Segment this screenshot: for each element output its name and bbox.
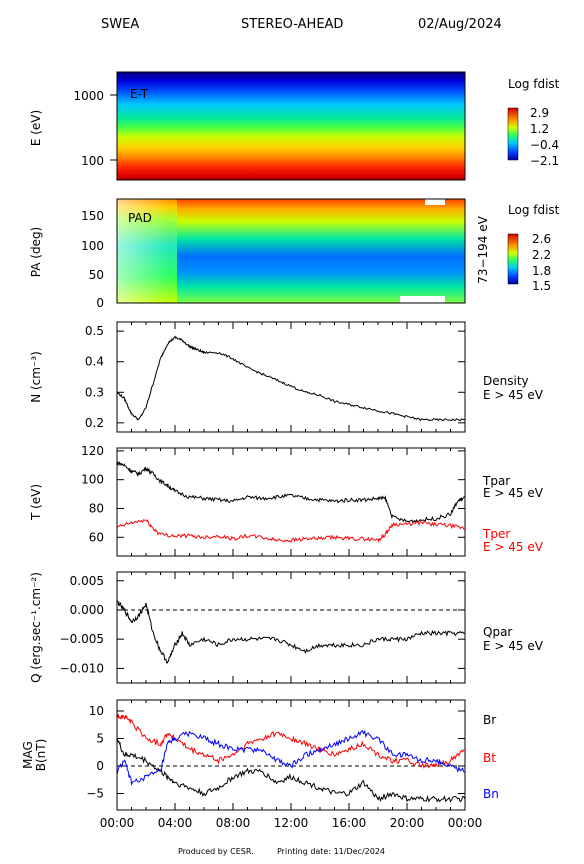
- pad-data-gap: [425, 199, 445, 205]
- magnetic-field-ytick: 0: [96, 759, 104, 773]
- pad-spectrogram-shade: [117, 199, 465, 303]
- heat-flux-ytick: 0.005: [70, 574, 104, 588]
- x-tick-label: 00:00: [448, 816, 483, 830]
- density-ytick: 0.4: [85, 355, 104, 369]
- density-ylabel: N (cm⁻³): [29, 351, 43, 403]
- temperature-frame: [116, 447, 466, 557]
- energy-time-panel: E-T 1000 100 E (eV) Log fdist 2.9 1.2 −0…: [29, 71, 560, 181]
- temperature-ytick: 120: [81, 444, 104, 458]
- legend-tpar-energy: E > 45 eV: [483, 486, 544, 500]
- pad-inset-label: PAD: [128, 211, 152, 225]
- legend-qpar-energy: E > 45 eV: [483, 639, 544, 653]
- heat-flux-ytick: 0.000: [70, 603, 104, 617]
- pad-data-gap: [400, 296, 445, 303]
- temperature-ytick: 100: [81, 473, 104, 487]
- legend-bn: Bn: [483, 787, 499, 801]
- density-frame: [116, 321, 466, 433]
- energy-cbar-tick-0: 2.9: [530, 106, 549, 120]
- heat-flux-ytick: −0.005: [60, 632, 104, 646]
- pad-colorbar: [507, 233, 519, 285]
- energy-ytick-1000: 1000: [73, 89, 104, 103]
- energy-time-spectrogram: [117, 72, 465, 180]
- instrument-title: SWEA: [101, 17, 139, 32]
- pad-energy-range: 73−194 eV: [476, 215, 490, 283]
- magnetic-field-ylabel: MAGB(nT): [21, 739, 48, 772]
- legend-tper-energy: E > 45 eV: [483, 540, 544, 554]
- magnetic-field-panel: 10 5 0 −5 MAGB(nT) Br Bt Bn 00:00 04:00 08:00 12:00…: [21, 699, 499, 830]
- magnetic-field-series-bt: [116, 713, 466, 769]
- pad-ylabel: PA (deg): [29, 227, 43, 277]
- pitch-angle-panel: PAD 150 100 50 0 PA (deg) 73−194 eV Log …: [29, 198, 560, 310]
- date-title: 02/Aug/2024: [418, 17, 502, 32]
- energy-cbar-tick-3: −2.1: [530, 154, 559, 168]
- energy-time-frame: [116, 71, 466, 181]
- x-tick-label: 16:00: [332, 816, 367, 830]
- pad-cbar-tick-2: 1.8: [532, 264, 551, 278]
- x-tick-label: 00:00: [100, 816, 135, 830]
- temperature-series-tper: [116, 519, 466, 544]
- magnetic-field-ytick: 5: [96, 732, 104, 746]
- temperature-ytick: 80: [89, 501, 104, 515]
- footer-credit: Produced by CESR.: [178, 847, 254, 856]
- pad-ytick-100: 100: [81, 239, 104, 253]
- density-ytick: 0.5: [85, 324, 104, 338]
- pad-cbar-tick-3: 1.5: [532, 279, 551, 293]
- energy-ylabel: E (eV): [29, 110, 43, 146]
- heat-flux-panel: 0.005 0.000 −0.005 −0.010 Q (erg.sec⁻¹.cm⁻²)…: [29, 571, 544, 684]
- footer-printing-date: Printing date: 11/Dec/2024: [277, 847, 385, 856]
- legend-density: Density: [483, 374, 529, 388]
- legend-density-energy: E > 45 eV: [483, 388, 544, 402]
- x-tick-label: 08:00: [216, 816, 251, 830]
- energy-cbar-tick-1: 1.2: [530, 122, 549, 136]
- pad-frame: [116, 198, 466, 304]
- x-tick-label: 04:00: [158, 816, 193, 830]
- density-ytick: 0.3: [85, 385, 104, 399]
- energy-colorbar: [507, 107, 519, 161]
- energy-cbar-tick-2: −0.4: [530, 138, 559, 152]
- pad-ytick-150: 150: [81, 209, 104, 223]
- energy-ytick-100: 100: [81, 154, 104, 168]
- pad-ytick-50: 50: [89, 268, 104, 282]
- pad-cbar-tick-1: 2.2: [532, 248, 551, 262]
- heat-flux-frame: [116, 571, 466, 684]
- legend-qpar: Qpar: [483, 625, 512, 639]
- magnetic-field-ytick: 10: [89, 704, 104, 718]
- pad-cbar-tick-0: 2.6: [532, 232, 551, 246]
- magnetic-field-ytick: −5: [86, 787, 104, 801]
- legend-bt: Bt: [483, 751, 496, 765]
- density-ytick: 0.2: [85, 416, 104, 430]
- temperature-ytick: 60: [89, 530, 104, 544]
- magnetic-field-frame: [116, 699, 466, 811]
- pad-ytick-0: 0: [96, 296, 104, 310]
- legend-tpar: Tpar: [482, 474, 510, 488]
- heat-flux-ylabel: Q (erg.sec⁻¹.cm⁻²): [29, 572, 43, 683]
- magnetic-field-series-br: [116, 738, 466, 803]
- legend-tper: Tper: [482, 527, 510, 541]
- temperature-ylabel: T (eV): [29, 484, 43, 521]
- temperature-series-tpar: [117, 461, 466, 524]
- heat-flux-ytick: −0.010: [60, 661, 104, 675]
- heat-flux-series-qpar: [116, 599, 466, 664]
- x-tick-label: 12:00: [274, 816, 309, 830]
- energy-colorbar-title: Log fdist: [508, 77, 560, 91]
- energy-time-inset-label: E-T: [130, 87, 149, 101]
- legend-br: Br: [483, 713, 496, 727]
- magnetic-field-series-bn: [116, 729, 466, 786]
- pad-colorbar-title: Log fdist: [508, 203, 560, 217]
- density-series-density: [116, 335, 466, 422]
- x-tick-label: 20:00: [390, 816, 425, 830]
- spacecraft-title: STEREO-AHEAD: [241, 17, 343, 32]
